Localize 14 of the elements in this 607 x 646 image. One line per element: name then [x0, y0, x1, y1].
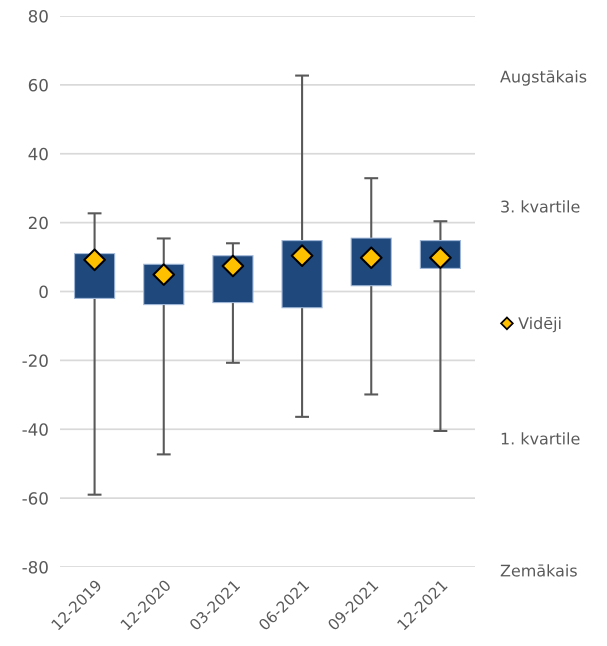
text: Augstākais [500, 70, 586, 86]
legend-label: Vidēji [518, 316, 560, 332]
y-tick-label: -60 [22, 492, 48, 505]
y-tick-label: -80 [22, 560, 48, 574]
y-tick-label: -40 [22, 423, 48, 436]
text: 1. kvartile [502, 432, 580, 445]
y-tick-label: -20 [22, 354, 48, 367]
y-tick-label: 60 [28, 78, 48, 92]
y-tick-label: 40 [28, 148, 48, 160]
text: Zemākais [500, 564, 577, 577]
y-tick-label: 20 [28, 216, 48, 230]
y-tick-label: 0 [39, 285, 48, 298]
y-tick-label: 80 [28, 10, 48, 23]
text: 3. kvartile [501, 200, 580, 213]
